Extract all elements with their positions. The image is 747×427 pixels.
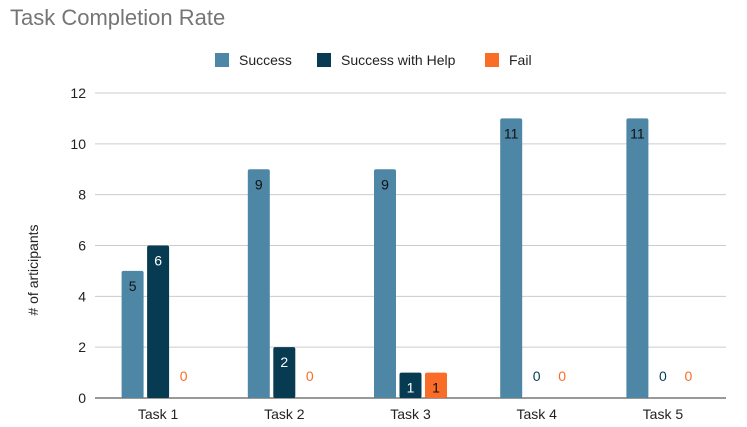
data-label: 1 [407,380,415,396]
legend-swatch [485,53,499,67]
y-tick-labels: 0 2 4 6 8 10 12 [70,85,86,406]
legend-swatch [317,53,331,67]
y-tick-label: 8 [78,187,86,203]
y-axis-label: # of articipants [25,224,41,315]
data-label: 0 [533,368,541,384]
bar [273,347,296,398]
y-tick-label: 12 [70,85,86,101]
data-label: 11 [630,125,645,141]
x-tick-labels: Task 1 Task 2 Task 3 Task 4 Task 5 [138,406,683,422]
y-tick-label: 6 [78,238,86,254]
x-tick-label: Task 1 [138,406,179,422]
gridlines [95,92,726,399]
data-label: 2 [280,354,288,370]
data-label: 0 [685,368,693,384]
data-label: 9 [255,176,263,192]
bar [374,169,396,398]
legend-label: Success [239,52,292,68]
x-tick-label: Task 4 [516,406,557,422]
chart-title: Task Completion Rate [10,5,226,30]
data-label: 6 [154,253,162,269]
data-label: 11 [504,125,519,141]
data-label: 5 [129,278,137,294]
bar [147,245,170,398]
bar [500,118,523,399]
data-label: 0 [659,368,667,384]
bar [247,169,270,398]
data-label: 0 [180,368,188,384]
y-tick-label: 2 [78,339,86,355]
legend: Success Success with Help Fail [215,52,532,68]
bar [121,270,144,398]
y-tick-label: 0 [78,390,86,406]
data-label: 9 [381,176,389,192]
bar [626,118,649,399]
x-tick-label: Task 3 [390,406,431,422]
bar [425,372,447,398]
y-tick-label: 10 [70,136,86,152]
legend-label: Fail [509,52,532,68]
data-label: 0 [306,368,314,384]
y-tick-label: 4 [78,288,86,304]
legend-swatch [215,53,229,67]
x-tick-label: Task 2 [264,406,305,422]
data-label: 1 [432,380,440,396]
legend-label: Success with Help [341,52,456,68]
data-label: 0 [558,368,566,384]
x-tick-label: Task 5 [643,406,684,422]
bar [399,372,422,398]
